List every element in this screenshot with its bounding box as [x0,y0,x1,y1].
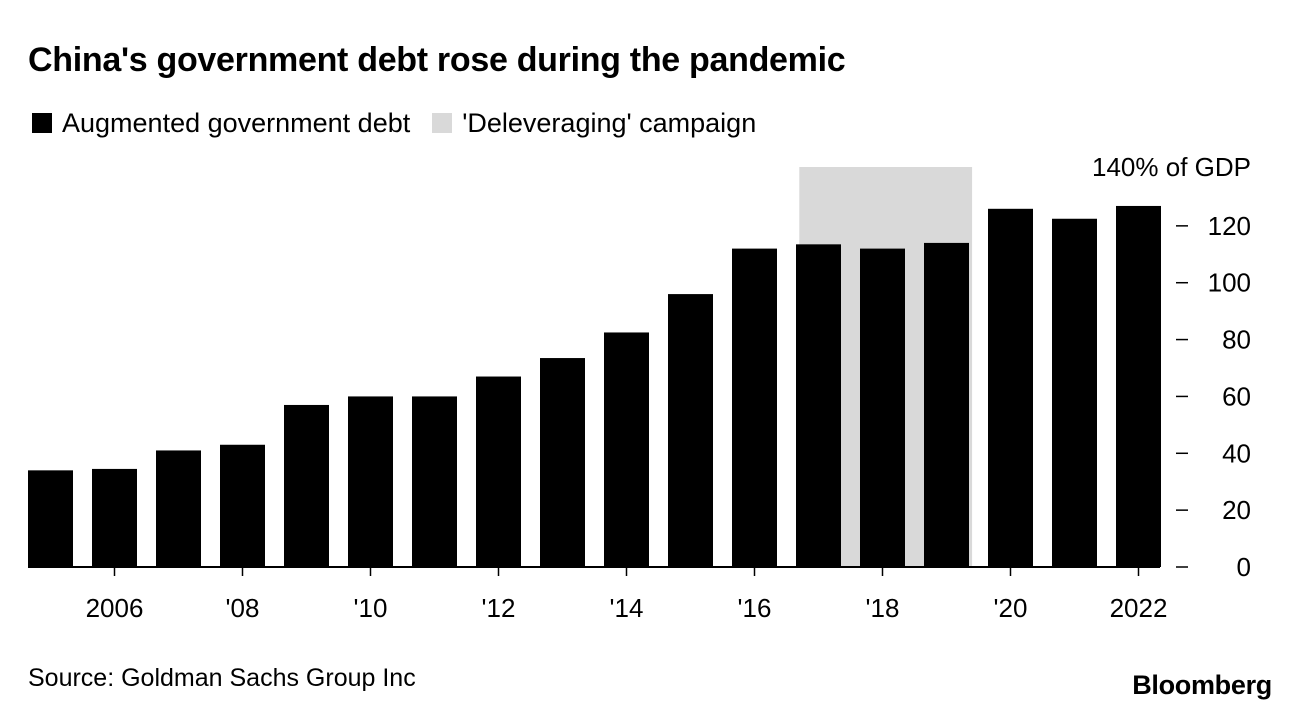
chart-title: China's government debt rose during the … [28,41,846,79]
x-tick-label-2008: '08 [226,593,260,623]
x-tick-label-2012: '12 [482,593,516,623]
y-tick-label-40: 40 [1222,438,1251,468]
y-tick-label-80: 80 [1222,325,1251,355]
y-tick-label-0: 0 [1237,552,1251,582]
legend-item-debt: Augmented government debt [32,108,410,139]
source-note: Source: Goldman Sachs Group Inc [28,664,416,692]
y-tick-label-60: 60 [1222,381,1251,411]
x-tick-label-2016: '16 [738,593,772,623]
bar-2009 [284,404,329,567]
bar-2019 [924,242,969,567]
bar-2020 [988,208,1033,568]
x-tick-label-2010: '10 [354,593,388,623]
x-tick-label-2014: '14 [610,593,644,623]
bar-2013 [540,358,585,567]
legend-swatch-deleveraging [432,113,453,133]
y-axis-unit-label: 140% of GDP [1092,152,1251,182]
bar-2022 [1116,205,1161,567]
bar-2021 [1052,218,1097,567]
bar-2006 [92,468,137,567]
bar-2014 [604,332,649,567]
y-tick-label-120: 120 [1208,211,1251,241]
bar-2005 [28,470,73,567]
bar-2008 [220,444,265,567]
x-tick-label-2020: '20 [994,593,1028,623]
x-tick-label-2006: 2006 [86,593,144,623]
bar-2011 [412,396,457,567]
legend-label-debt: Augmented government debt [62,107,411,138]
bar-2007 [156,450,201,567]
bar-2012 [476,376,521,567]
legend-item-deleveraging: 'Deleveraging' campaign [432,108,756,139]
legend-label-deleveraging: 'Deleveraging' campaign [462,107,757,138]
brand-logo: Bloomberg [1132,670,1272,700]
x-tick-label-2022: 2022 [1110,593,1168,623]
bar-2010 [348,396,393,567]
y-tick-label-100: 100 [1208,268,1251,298]
bar-2015 [668,294,713,567]
bar-2017 [796,244,841,568]
x-tick-label-2018: '18 [866,593,900,623]
legend: Augmented government debt 'Deleveraging'… [32,106,778,140]
bar-2016 [732,248,777,567]
y-tick-label-20: 20 [1222,495,1251,525]
bar-2018 [860,248,905,567]
legend-swatch-debt [32,113,52,133]
